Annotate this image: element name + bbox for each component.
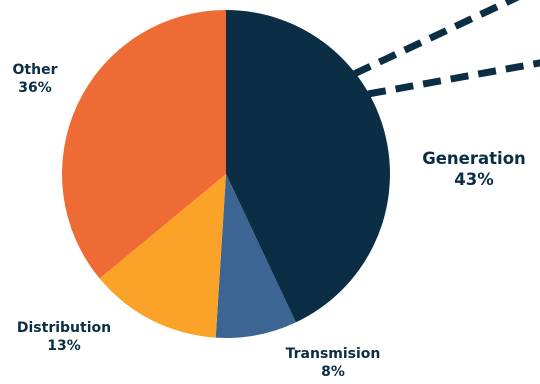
- slice-name-transmision: Transmision: [286, 346, 381, 362]
- pie-slice-other: [61, 9, 226, 279]
- slice-name-generation: Generation: [422, 149, 526, 168]
- slice-percent-other: 36%: [18, 80, 52, 96]
- pie-slice-transmision: [215, 174, 296, 338]
- callout-lines: [352, 0, 540, 98]
- slice-percent-transmision: 8%: [321, 364, 345, 380]
- slice-name-distribution: Distribution: [17, 320, 111, 336]
- slice-label-generation: Generation 43%: [422, 149, 526, 189]
- callout-line-2: [367, 59, 540, 98]
- slice-name-other: Other: [13, 62, 58, 78]
- slice-label-other: Other 36%: [13, 62, 58, 96]
- pie-labels: Generation 43% Transmision 8% Distribution 13…: [13, 62, 526, 380]
- slice-percent-distribution: 13%: [47, 338, 81, 354]
- pie-slice-generation: [226, 10, 390, 323]
- pie-slice-distribution: [99, 174, 226, 338]
- callout-line-1: [352, 0, 520, 78]
- slice-label-transmision: Transmision 8%: [286, 346, 381, 380]
- slice-percent-generation: 43%: [454, 170, 494, 189]
- pie-slices: [61, 9, 390, 338]
- slice-label-distribution: Distribution 13%: [17, 320, 111, 354]
